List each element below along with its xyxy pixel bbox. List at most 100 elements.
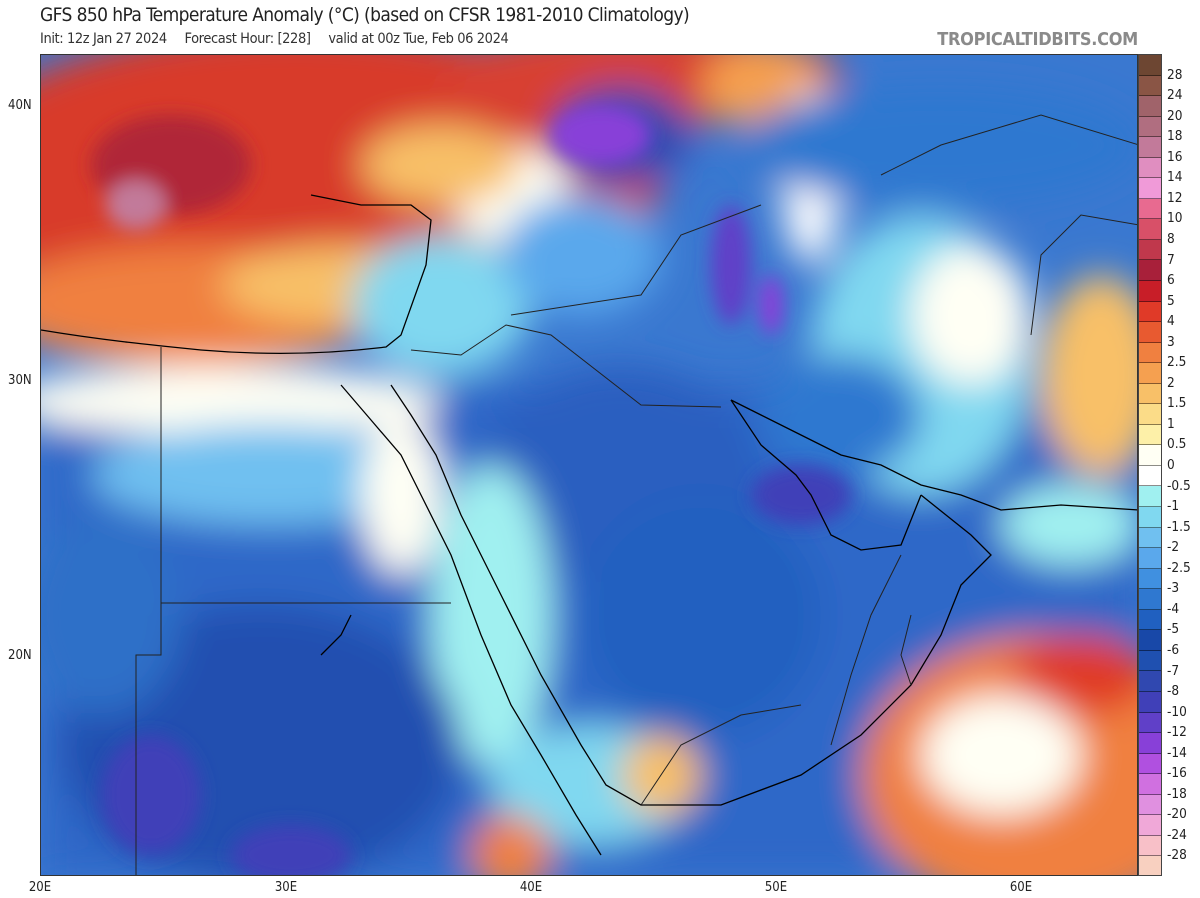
- colorbar-bin: [1139, 55, 1161, 76]
- colorbar-label: 14: [1167, 169, 1183, 186]
- colorbar-bin: [1139, 527, 1161, 549]
- colorbar-bin: [1139, 465, 1161, 487]
- colorbar-bin: [1139, 322, 1161, 343]
- colorbar-label: -10: [1167, 703, 1187, 720]
- colorbar-label: -7: [1167, 662, 1180, 679]
- colorbar-label: 10: [1167, 210, 1183, 227]
- colorbar-label: 0.5: [1167, 436, 1187, 453]
- colorbar-bin: [1139, 815, 1161, 836]
- colorbar-bin: [1139, 650, 1161, 672]
- colorbar-bin: [1139, 630, 1161, 651]
- colorbar-bin: [1139, 609, 1161, 631]
- colorbar-label: 20: [1167, 107, 1183, 124]
- colorbar-label: 7: [1167, 251, 1175, 268]
- colorbar-label: 4: [1167, 313, 1175, 330]
- colorbar-label: 1.5: [1167, 395, 1187, 412]
- colorbar-bin: [1139, 507, 1161, 528]
- colorbar-bin: [1139, 794, 1161, 816]
- map-subtitle: Init: 12z Jan 27 2024 Forecast Hour: [22…: [40, 31, 522, 47]
- colorbar-label: 8: [1167, 230, 1175, 247]
- colorbar-label: -28: [1167, 847, 1187, 864]
- colorbar-bin: [1139, 116, 1161, 138]
- colorbar-label: -1.5: [1167, 518, 1191, 535]
- colorbar-bin: [1139, 486, 1161, 508]
- colorbar-label: -2: [1167, 539, 1180, 556]
- colorbar-bin: [1139, 404, 1161, 425]
- colorbar-label: -6: [1167, 641, 1180, 658]
- colorbar-bin: [1139, 445, 1161, 466]
- colorbar-bin: [1139, 383, 1161, 405]
- colorbar-label: -8: [1167, 683, 1180, 700]
- map-title: GFS 850 hPa Temperature Anomaly (°C) (ba…: [40, 4, 690, 26]
- colorbar-label: -2.5: [1167, 559, 1191, 576]
- anomaly-extremes: [91, 105, 851, 875]
- coastlines: [41, 194, 1137, 856]
- lon-label-30e: 30E: [274, 880, 298, 895]
- forecast-hour: Forecast Hour: [228]: [184, 31, 311, 47]
- colorbar-label: 5: [1167, 292, 1175, 309]
- lat-label-20n: 20N: [8, 648, 32, 663]
- colorbar-label: 28: [1167, 66, 1183, 83]
- lon-label-60e: 60E: [1009, 880, 1033, 895]
- lon-label-20e: 20E: [28, 880, 52, 895]
- colorbar-bin: [1139, 157, 1161, 179]
- colorbar-bin: [1139, 774, 1161, 795]
- valid-time: valid at 00z Tue, Feb 06 2024: [328, 31, 509, 47]
- lat-label-40n: 40N: [8, 98, 32, 113]
- colorbar-bin: [1139, 219, 1161, 240]
- init-time: Init: 12z Jan 27 2024: [40, 31, 167, 47]
- colorbar-label: 2: [1167, 374, 1175, 391]
- colorbar-bin: [1139, 198, 1161, 220]
- colorbar-bin: [1139, 671, 1161, 692]
- lon-label-50e: 50E: [764, 880, 788, 895]
- colorbar-label: -12: [1167, 724, 1187, 741]
- colorbar-bin: [1139, 178, 1161, 199]
- lat-label-30n: 30N: [8, 373, 32, 388]
- colorbar-label: -4: [1167, 600, 1180, 617]
- colorbar-label: -20: [1167, 806, 1187, 823]
- colorbar-bin: [1139, 856, 1161, 875]
- anomaly-field: [41, 55, 1137, 875]
- colorbar-label: -0.5: [1167, 477, 1191, 494]
- map-canvas: [41, 55, 1137, 875]
- colorbar-label: 2.5: [1167, 354, 1187, 371]
- colorbar-bin: [1139, 568, 1161, 590]
- colorbar-bin: [1139, 342, 1161, 364]
- colorbar-label: 6: [1167, 272, 1175, 289]
- colorbar-bin: [1139, 589, 1161, 610]
- colorbar-bin: [1139, 260, 1161, 282]
- colorbar-label: -14: [1167, 744, 1187, 761]
- colorbar-label: -16: [1167, 765, 1187, 782]
- colorbar-label: 12: [1167, 189, 1183, 206]
- borders: [135, 114, 1137, 875]
- colorbar-label: -5: [1167, 621, 1180, 638]
- colorbar-label: -18: [1167, 785, 1187, 802]
- colorbar-bin: [1139, 239, 1161, 261]
- colorbar-bin: [1139, 75, 1161, 97]
- colorbar-label: -3: [1167, 580, 1180, 597]
- colorbar-label: 3: [1167, 333, 1175, 350]
- colorbar-label: 18: [1167, 128, 1183, 145]
- colorbar-bin: [1139, 753, 1161, 775]
- colorbar-label: -1: [1167, 498, 1180, 515]
- temperature-anomaly-map: [40, 54, 1138, 876]
- colorbar-label: 24: [1167, 87, 1183, 104]
- lon-label-40e: 40E: [519, 880, 543, 895]
- brand-watermark: TROPICALTIDBITS.COM: [937, 29, 1138, 50]
- colorbar: [1138, 54, 1162, 876]
- colorbar-bin: [1139, 301, 1161, 323]
- colorbar-bin: [1139, 424, 1161, 446]
- colorbar-label: 1: [1167, 415, 1175, 432]
- colorbar-bin: [1139, 137, 1161, 158]
- colorbar-bin: [1139, 712, 1161, 734]
- colorbar-label: 0: [1167, 457, 1175, 473]
- colorbar-bin: [1139, 548, 1161, 569]
- colorbar-label: -24: [1167, 826, 1187, 843]
- colorbar-bin: [1139, 363, 1161, 384]
- colorbar-bin: [1139, 733, 1161, 754]
- colorbar-bin: [1139, 96, 1161, 117]
- colorbar-bin: [1139, 281, 1161, 302]
- colorbar-bin: [1139, 691, 1161, 713]
- colorbar-bin: [1139, 835, 1161, 857]
- colorbar-label: 16: [1167, 148, 1183, 165]
